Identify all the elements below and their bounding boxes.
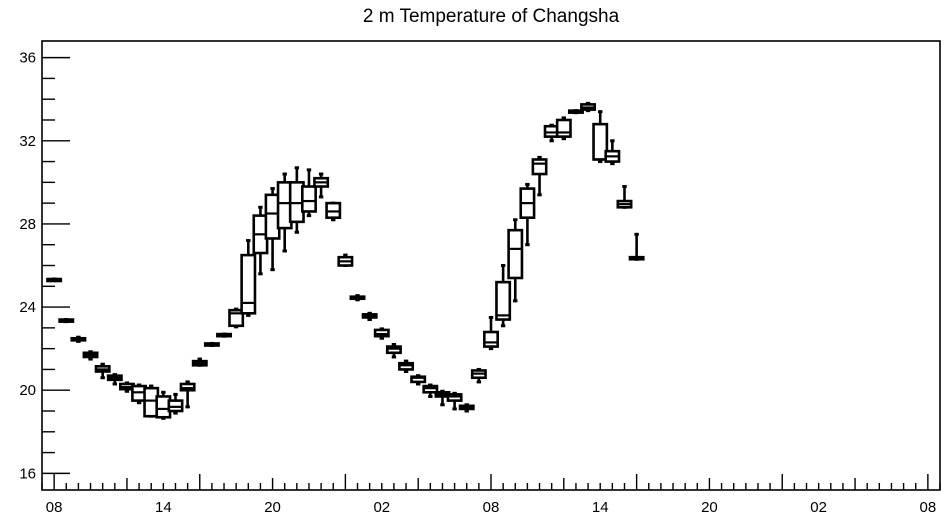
x-tick-label: 14 bbox=[155, 499, 172, 516]
y-tick-label: 20 bbox=[19, 382, 36, 399]
box-item bbox=[385, 342, 402, 359]
box-item bbox=[179, 380, 196, 409]
box-item bbox=[361, 311, 378, 322]
box-item bbox=[216, 332, 233, 338]
box-item bbox=[446, 391, 463, 411]
box-item bbox=[458, 403, 475, 413]
box-item bbox=[167, 392, 184, 415]
y-tick-label: 24 bbox=[19, 299, 36, 316]
box-iqr bbox=[531, 158, 548, 176]
box-item bbox=[604, 139, 621, 166]
box-item bbox=[555, 116, 572, 141]
box-item bbox=[616, 185, 633, 209]
box-item bbox=[94, 362, 111, 380]
box-item bbox=[288, 166, 305, 234]
y-tick-label: 32 bbox=[19, 133, 36, 150]
box-item bbox=[580, 101, 597, 113]
box-iqr bbox=[483, 330, 499, 348]
box-item bbox=[628, 232, 645, 261]
box-item bbox=[337, 253, 354, 267]
box-item bbox=[82, 350, 99, 361]
box-iqr bbox=[240, 253, 257, 315]
y-tick-label: 28 bbox=[19, 216, 36, 233]
box-item bbox=[410, 374, 427, 386]
box-item bbox=[507, 218, 524, 303]
box-item bbox=[592, 110, 609, 164]
box-item bbox=[483, 315, 499, 351]
box-item bbox=[228, 307, 245, 329]
x-tick-label: 02 bbox=[373, 499, 390, 516]
box-item bbox=[118, 381, 135, 393]
plot-frame bbox=[41, 40, 941, 491]
box-item bbox=[349, 294, 366, 302]
box-item bbox=[70, 335, 87, 343]
box-item bbox=[373, 327, 390, 340]
y-tick-label: 36 bbox=[19, 50, 36, 67]
chart-title: 2 m Temperature of Changsha bbox=[363, 6, 620, 27]
x-tick-label: 08 bbox=[46, 499, 63, 516]
x-tick-label: 20 bbox=[701, 499, 718, 516]
x-tick-label: 08 bbox=[483, 499, 500, 516]
box-item bbox=[470, 367, 487, 384]
box-item bbox=[203, 341, 220, 348]
x-tick-label: 20 bbox=[264, 499, 281, 516]
box-item bbox=[191, 357, 208, 367]
box-item bbox=[325, 201, 342, 222]
box-iqr bbox=[507, 228, 524, 280]
box-item bbox=[495, 264, 512, 328]
box-item bbox=[422, 383, 439, 398]
x-tick-label: 08 bbox=[920, 499, 937, 516]
box-iqr bbox=[555, 118, 572, 138]
x-tick-label: 14 bbox=[592, 499, 609, 516]
box-iqr bbox=[495, 280, 512, 321]
x-tick-label: 02 bbox=[810, 499, 827, 516]
box-item bbox=[58, 318, 75, 324]
box-item bbox=[531, 155, 548, 197]
box-item bbox=[143, 384, 160, 418]
box-item bbox=[300, 168, 317, 218]
box-item bbox=[519, 182, 536, 247]
box-item bbox=[313, 172, 330, 199]
box-series bbox=[46, 101, 645, 420]
box-item bbox=[106, 373, 123, 386]
axis-ticks: 16 20 24 28 32 36 08 14 20 02 08 14 20 02 08 bbox=[19, 50, 941, 516]
box-item bbox=[240, 239, 257, 317]
box-item bbox=[398, 359, 415, 374]
box-iqr bbox=[300, 185, 317, 213]
y-tick-label: 16 bbox=[19, 465, 36, 482]
box-item bbox=[567, 109, 584, 115]
box-item bbox=[46, 277, 63, 283]
